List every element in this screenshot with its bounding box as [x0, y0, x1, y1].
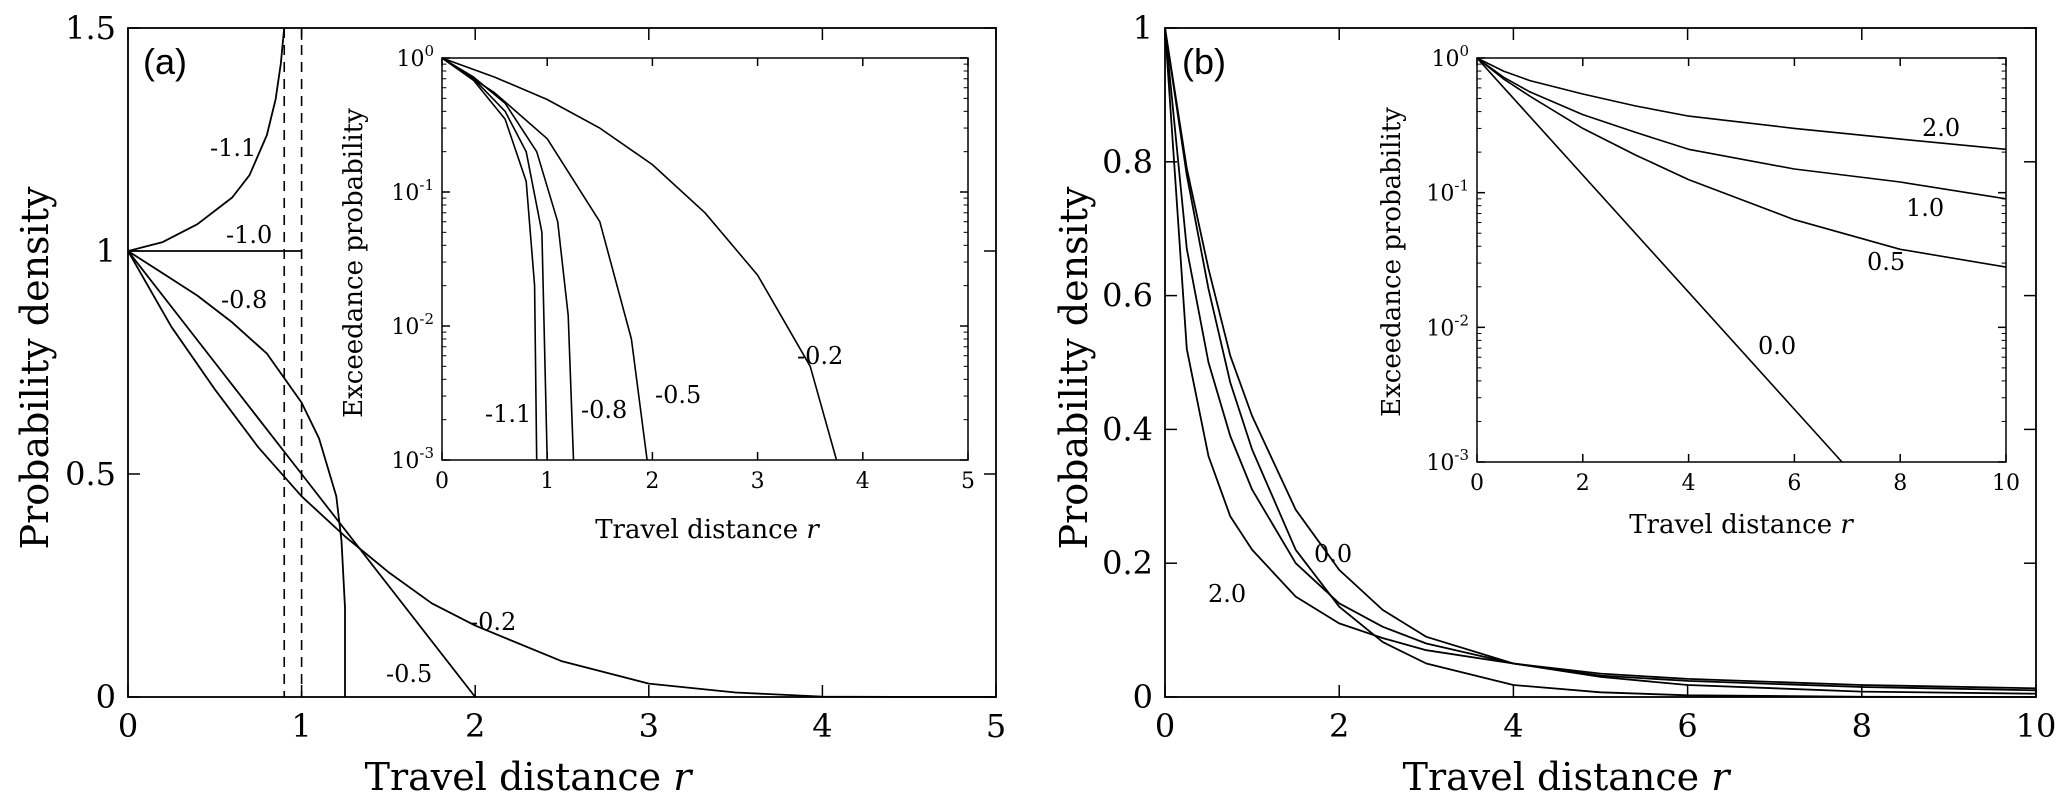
inset-b-frame	[1476, 57, 2007, 463]
plot-b-ytick-label: 1	[1133, 9, 1153, 47]
inset-b-series-0.5	[1477, 57, 2006, 268]
inset-b-xtick-label: 4	[1682, 471, 1696, 496]
plot-a-ytick-label: 0	[96, 678, 116, 716]
panel-b-label: (b)	[1182, 41, 1226, 82]
plot-b-xtick-label: 2	[1329, 707, 1349, 745]
plot-b-ytick-label: 0.4	[1102, 410, 1153, 448]
inset-b-xtick-label: 8	[1893, 471, 1907, 496]
plot-a-series--0.2	[128, 250, 996, 698]
plot-b-xtick-label: 0	[1155, 707, 1175, 745]
inset-b-xtick-label: 2	[1576, 471, 1590, 496]
plot-b-ytick-label: 0.6	[1102, 277, 1153, 315]
inset-a-xtick-label: 1	[540, 469, 554, 494]
plot-a-series--0.5	[128, 250, 476, 698]
inset-a-series--0.2	[442, 57, 838, 461]
inset-a-ytick-label: 10-2	[391, 310, 434, 340]
plot-b-series-0.5	[1165, 27, 2036, 695]
plot-a-xtick-label: 2	[465, 707, 485, 745]
plot-a-ytick-label: 1.5	[65, 9, 116, 47]
annotation-a-m1.1: -1.1	[210, 134, 256, 162]
plot-b-ytick-label: 0.2	[1102, 544, 1153, 582]
inset-a-frame	[441, 57, 969, 461]
inset-a-xtick-label: 4	[856, 469, 870, 494]
plot-a-ytick-label: 1	[96, 232, 116, 270]
annotation-b-2.0: 2.0	[1208, 580, 1246, 608]
inset-b-ytick-label: 10-3	[1426, 446, 1469, 476]
inset-a-xtick-label: 3	[751, 469, 765, 494]
plot-a-xtick-label: 0	[118, 707, 138, 745]
panel-a-inset-ylabel: Exceedance probability	[339, 108, 369, 418]
annotation-a-inset-m0.2: -0.2	[797, 342, 843, 370]
annotation-a-m1.0: -1.0	[226, 221, 272, 249]
panel-a-inset-xlabel: Travel distance r	[595, 515, 820, 545]
inset-b-ytick-label: 100	[1431, 42, 1469, 72]
annotation-b-inset-2.0: 2.0	[1922, 114, 1960, 142]
plot-a-series--0.8	[128, 250, 346, 697]
inset-a-xtick-label: 5	[961, 469, 975, 494]
plot-a-xtick-label: 4	[812, 707, 832, 745]
panel-b-ylabel: Probability density	[1052, 186, 1096, 549]
plot-b-frame	[1164, 27, 2037, 698]
panel-a-ylabel: Probability density	[13, 186, 57, 549]
inset-b-series-0.0	[1477, 57, 1843, 463]
plot-b-ytick-label: 0	[1133, 678, 1153, 716]
plot-a-ytick-label: 0.5	[65, 455, 116, 493]
inset-a-ytick-label: 10-3	[391, 444, 434, 474]
annotation-b-inset-0.0: 0.0	[1758, 332, 1796, 360]
inset-b-xtick-label: 6	[1787, 471, 1801, 496]
inset-a-ytick-label: 10-1	[391, 176, 434, 206]
plot-b-series-2.0	[1165, 27, 2036, 690]
plot-a-xtick-label: 5	[986, 707, 1006, 745]
inset-a-xtick-label: 2	[645, 469, 659, 494]
annotation-a-m0.8: -0.8	[221, 286, 267, 314]
annotation-b-inset-0.5: 0.5	[1867, 248, 1905, 276]
inset-b-series-1.0	[1477, 57, 2006, 200]
panel-a-label: (a)	[143, 41, 187, 82]
plot-b-xtick-label: 4	[1503, 707, 1523, 745]
panel-b-inset-plot: 0 2 4 6 8 10 10-3 10-2 10-1 100	[1426, 42, 2020, 496]
inset-b-ytick-label: 10-1	[1426, 177, 1469, 207]
plot-b-series-0.0	[1165, 27, 2036, 698]
panel-b-inset-xlabel: Travel distance r	[1629, 510, 1854, 540]
inset-b-ytick-label: 10-2	[1426, 311, 1469, 341]
plot-a-xtick-label: 1	[291, 707, 311, 745]
inset-b-xtick-label: 10	[1992, 471, 2020, 496]
plot-b-ytick-label: 0.8	[1102, 143, 1153, 181]
panel-b-inset-ylabel: Exceedance probability	[1377, 107, 1407, 417]
inset-a-xtick-label: 0	[435, 469, 449, 494]
annotation-b-inset-1.0: 1.0	[1906, 194, 1944, 222]
inset-a-series--1.1	[442, 57, 538, 461]
plot-a-xtick-label: 3	[639, 707, 659, 745]
annotation-a-inset-m0.8: -0.8	[581, 396, 627, 424]
annotation-a-m0.5: -0.5	[386, 660, 432, 688]
annotation-b-0.0: 0.0	[1314, 540, 1352, 568]
panel-a-xlabel: Travel distance r	[365, 755, 695, 799]
plot-b-xtick-label: 8	[1852, 707, 1872, 745]
inset-a-series--0.5	[442, 57, 648, 461]
annotation-a-inset-m0.5: -0.5	[655, 381, 701, 409]
plot-b-series-1.0	[1165, 27, 2036, 692]
inset-a-ytick-label: 100	[396, 42, 434, 72]
plot-a-series--1.1	[128, 27, 286, 252]
inset-b-series-2.0	[1477, 57, 2006, 151]
plot-a-frame	[127, 27, 997, 698]
panel-b-xlabel: Travel distance r	[1403, 755, 1733, 799]
panel-a-main-plot: 0 1 2 3 4 5 0 0.5 1 1.5	[65, 9, 1006, 745]
inset-a-series--0.8	[442, 57, 575, 461]
inset-b-xtick-label: 0	[1470, 471, 1484, 496]
annotation-a-m0.2: -0.2	[470, 608, 516, 636]
plot-b-xtick-label: 6	[1677, 707, 1697, 745]
panel-a-inset-plot: 0 1 2 3 4 5 10-3 10-2 10-1 100	[391, 42, 975, 494]
annotation-a-inset-m1.1: -1.1	[485, 400, 531, 428]
plot-b-xtick-label: 10	[2016, 707, 2057, 745]
